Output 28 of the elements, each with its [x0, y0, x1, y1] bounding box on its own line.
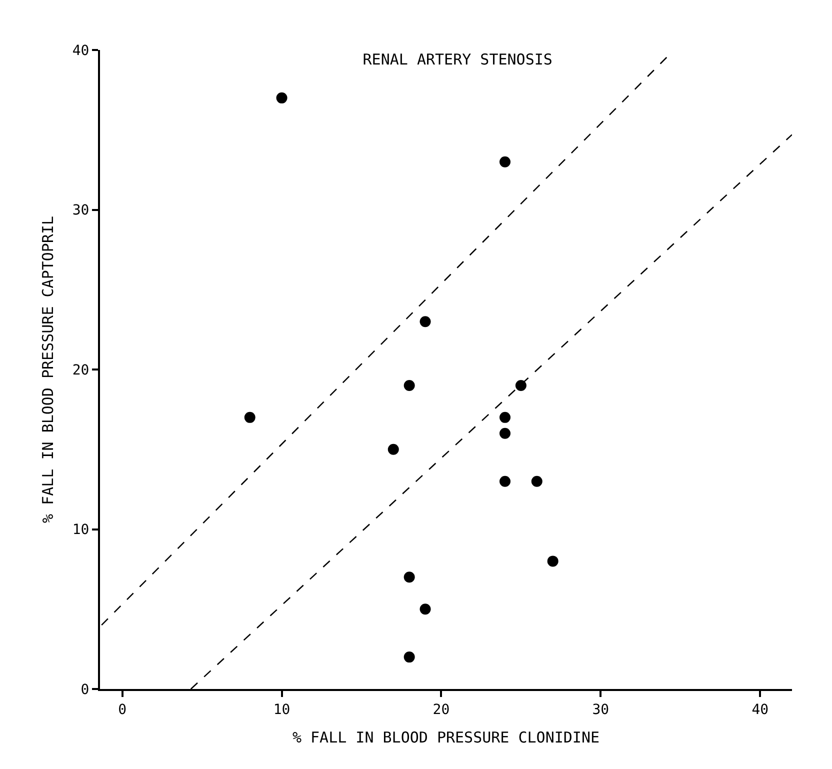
- y-tick-label: 20: [72, 362, 90, 378]
- point: [500, 156, 510, 168]
- x-tick-label: 20: [432, 702, 450, 718]
- point: [388, 444, 399, 455]
- y-tick-label: 10: [72, 522, 90, 538]
- y-axis-title: % FALL IN BLOOD PRESSURE CAPTOPRIL: [39, 216, 58, 524]
- point: [500, 476, 510, 487]
- x-axis-title: % FALL IN BLOOD PRESSURE CLONIDINE: [292, 728, 600, 746]
- point: [244, 412, 256, 423]
- point: [500, 412, 510, 423]
- point: [404, 652, 415, 663]
- x-tick-label: 10: [273, 702, 290, 718]
- point: [547, 556, 558, 567]
- x-tick-label: 30: [592, 702, 610, 718]
- point: [404, 572, 415, 583]
- y-tick-label: 30: [72, 202, 90, 219]
- point: [276, 92, 288, 104]
- y-tick-label: 40: [72, 42, 90, 59]
- chart-title: RENAL ARTERY STENOSIS: [362, 50, 552, 68]
- point: [531, 476, 542, 487]
- x-tick-label: 40: [752, 702, 769, 718]
- point: [420, 604, 431, 615]
- point: [500, 428, 510, 439]
- point: [515, 380, 526, 391]
- point: [420, 316, 431, 328]
- x-tick-label: 0: [118, 702, 127, 718]
- y-tick-label: 0: [80, 682, 90, 698]
- point: [404, 380, 415, 391]
